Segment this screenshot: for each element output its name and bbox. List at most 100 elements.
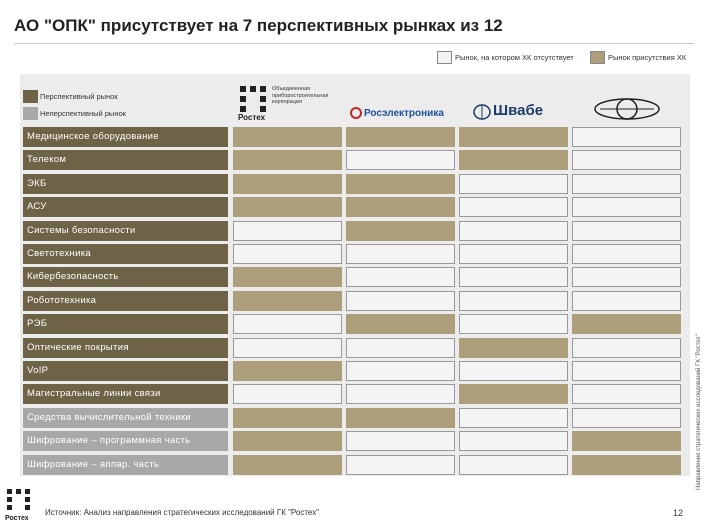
row-label: Медицинское оборудование (23, 127, 228, 147)
market-cell (346, 337, 455, 358)
row-label: РЭБ (23, 314, 228, 335)
logo-icon (473, 104, 491, 120)
market-cell (233, 290, 342, 311)
market-cell (346, 314, 455, 335)
footer-logo (7, 489, 30, 510)
rule (14, 43, 694, 44)
row-label: Шифрование – аппар. часть (23, 454, 228, 475)
logo-line: корпорация (272, 99, 302, 105)
market-cell (459, 407, 568, 428)
market-cell (459, 173, 568, 194)
market-cell (459, 337, 568, 358)
market-cell (572, 361, 681, 381)
logo-icon (240, 86, 266, 112)
market-cell (233, 454, 342, 475)
legend-swatch (23, 90, 38, 103)
market-cell (346, 197, 455, 218)
footer-brand: Ростех (5, 515, 29, 522)
legend-label: Неперспективный рынок (40, 109, 126, 118)
market-cell (572, 337, 681, 358)
market-cell (233, 314, 342, 335)
market-cell (233, 267, 342, 288)
market-cell (346, 407, 455, 428)
legend-label: Перспективный рынок (40, 92, 118, 101)
market-cell (459, 220, 568, 241)
page-number: 12 (673, 508, 684, 518)
market-cell (459, 244, 568, 264)
logo-text: Росэлектроника (364, 108, 444, 119)
logo-brand: Ростех (238, 113, 266, 122)
logo-icon (594, 98, 660, 120)
market-cell (233, 220, 342, 241)
row-label: Магистральные линии связи (23, 384, 228, 405)
market-cell (572, 127, 681, 147)
market-cell (346, 454, 455, 475)
market-cell (572, 173, 681, 194)
market-cell (572, 314, 681, 335)
market-cell (233, 337, 342, 358)
market-cell (346, 290, 455, 311)
market-cell (233, 431, 342, 452)
market-cell (572, 197, 681, 218)
row-label: Телеком (23, 150, 228, 171)
row-label: Оптические покрытия (23, 337, 228, 358)
market-cell (346, 361, 455, 381)
market-cell (459, 454, 568, 475)
market-cell (572, 150, 681, 171)
row-label: Средства вычислительной техники (23, 407, 228, 428)
footer-source: Источник: Анализ направления стратегичес… (45, 508, 320, 517)
logo-icon (350, 107, 362, 119)
market-cell (572, 290, 681, 311)
market-cell (459, 384, 568, 405)
market-cell (572, 220, 681, 241)
legend-swatch (23, 107, 38, 120)
legend-label: Рынок, на котором ХК отсутствует (455, 53, 574, 62)
logo-text: Швабе (493, 102, 544, 119)
market-cell (572, 384, 681, 405)
legend-label: Рынок присутствия ХК (608, 53, 687, 62)
market-cell (459, 314, 568, 335)
logo-line: приборостроительная (272, 92, 329, 99)
market-cell (459, 267, 568, 288)
row-label: Шифрование – программная часть (23, 431, 228, 452)
market-cell (346, 384, 455, 405)
row-label: АСУ (23, 197, 228, 218)
market-cell (459, 431, 568, 452)
market-cell (572, 244, 681, 264)
market-cell (459, 290, 568, 311)
market-cell (459, 150, 568, 171)
title: АО "ОПК" присутствует на 7 перспективных… (14, 16, 503, 35)
market-cell (233, 407, 342, 428)
row-label: Системы безопасности (23, 220, 228, 241)
row-label: Светотехника (23, 244, 228, 264)
row-label: ЭКБ (23, 173, 228, 194)
market-cell (346, 267, 455, 288)
market-cell (233, 173, 342, 194)
market-cell (233, 150, 342, 171)
market-cell (459, 197, 568, 218)
market-cell (346, 150, 455, 171)
market-cell (572, 454, 681, 475)
market-cell (346, 431, 455, 452)
market-cell (572, 431, 681, 452)
legend-swatch (437, 51, 452, 64)
row-label: VoIP (23, 361, 228, 381)
market-cell (346, 127, 455, 147)
market-cell (233, 127, 342, 147)
market-cell (572, 407, 681, 428)
market-cell (233, 197, 342, 218)
side-note: Направление стратегических исследований … (696, 334, 702, 490)
market-cell (459, 361, 568, 381)
market-cell (572, 267, 681, 288)
legend-swatch (590, 51, 605, 64)
row-label: Кибербезопасность (23, 267, 228, 288)
row-label: Робототехника (23, 290, 228, 311)
market-cell (346, 244, 455, 264)
market-cell (459, 127, 568, 147)
market-cell (233, 384, 342, 405)
market-cell (346, 173, 455, 194)
market-cell (346, 220, 455, 241)
market-cell (233, 244, 342, 264)
logo-line: Объединенная (272, 86, 311, 92)
